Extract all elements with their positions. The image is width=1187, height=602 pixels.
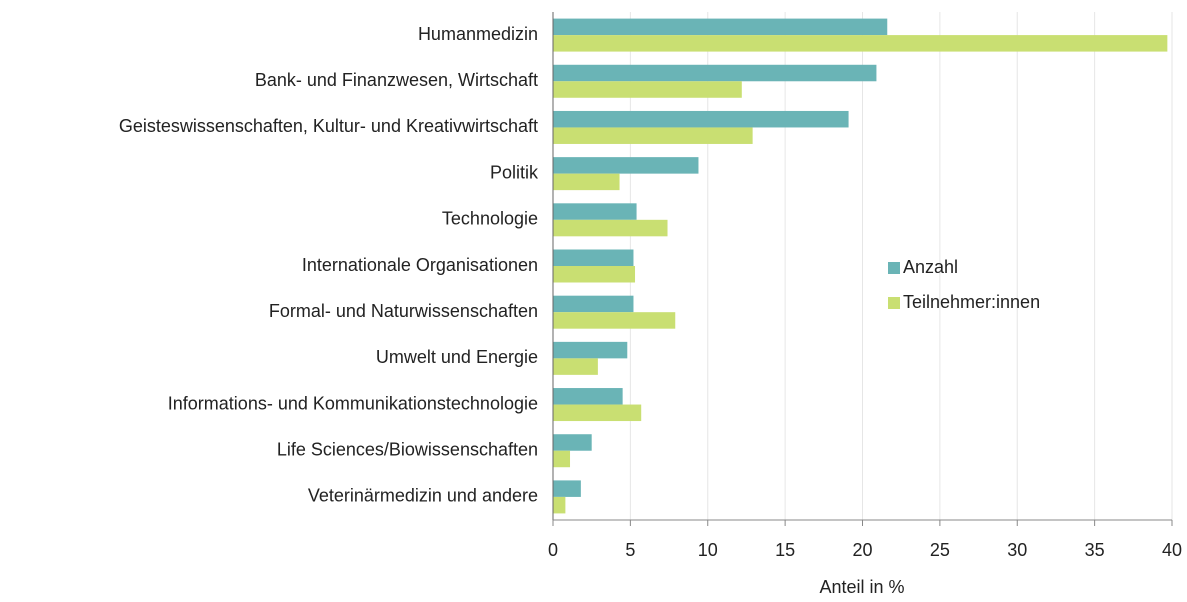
y-tick-label: Veterinärmedizin und andere bbox=[308, 486, 538, 506]
y-tick-label: Life Sciences/Biowissenschaften bbox=[277, 439, 538, 459]
y-tick-label: Politik bbox=[490, 162, 539, 182]
bar bbox=[553, 219, 668, 237]
x-tick-label: 5 bbox=[625, 540, 635, 560]
x-tick-label: 10 bbox=[698, 540, 718, 560]
x-tick-label: 30 bbox=[1007, 540, 1027, 560]
bar bbox=[553, 496, 566, 514]
legend-label: Teilnehmer:innen bbox=[903, 292, 1040, 312]
y-tick-label: Formal- und Naturwissenschaften bbox=[269, 301, 538, 321]
bar bbox=[553, 358, 598, 375]
bar bbox=[553, 295, 634, 313]
bar bbox=[553, 64, 877, 82]
bar bbox=[553, 312, 676, 329]
bar bbox=[553, 434, 592, 451]
y-tick-label: Geisteswissenschaften, Kultur- und Kreat… bbox=[119, 116, 538, 136]
bar bbox=[553, 404, 642, 422]
x-tick-label: 35 bbox=[1085, 540, 1105, 560]
x-tick-label: 15 bbox=[775, 540, 795, 560]
x-tick-label: 40 bbox=[1162, 540, 1182, 560]
bar bbox=[553, 480, 581, 497]
x-axis-label: Anteil in % bbox=[819, 577, 904, 597]
bar bbox=[553, 81, 742, 98]
x-tick-label: 25 bbox=[930, 540, 950, 560]
bar bbox=[553, 341, 628, 359]
bar bbox=[553, 127, 753, 144]
y-tick-label: Internationale Organisationen bbox=[302, 255, 538, 275]
bar bbox=[553, 450, 571, 468]
bar bbox=[553, 157, 699, 174]
bar bbox=[553, 35, 1168, 52]
legend-swatch bbox=[888, 297, 900, 309]
bar bbox=[553, 203, 637, 220]
bar bbox=[553, 388, 623, 405]
bar bbox=[553, 266, 636, 283]
y-tick-label: Humanmedizin bbox=[418, 24, 538, 44]
bar bbox=[553, 249, 634, 266]
bar bbox=[553, 173, 620, 191]
x-tick-label: 0 bbox=[548, 540, 558, 560]
y-tick-label: Informations- und Kommunikationstechnolo… bbox=[168, 393, 538, 413]
y-tick-label: Bank- und Finanzwesen, Wirtschaft bbox=[255, 70, 538, 90]
x-tick-label: 20 bbox=[852, 540, 872, 560]
y-tick-label: Umwelt und Energie bbox=[376, 347, 538, 367]
legend-swatch bbox=[888, 262, 900, 274]
legend-label: Anzahl bbox=[903, 257, 958, 277]
bar bbox=[553, 110, 849, 128]
bar bbox=[553, 18, 888, 36]
y-tick-label: Technologie bbox=[442, 209, 538, 229]
